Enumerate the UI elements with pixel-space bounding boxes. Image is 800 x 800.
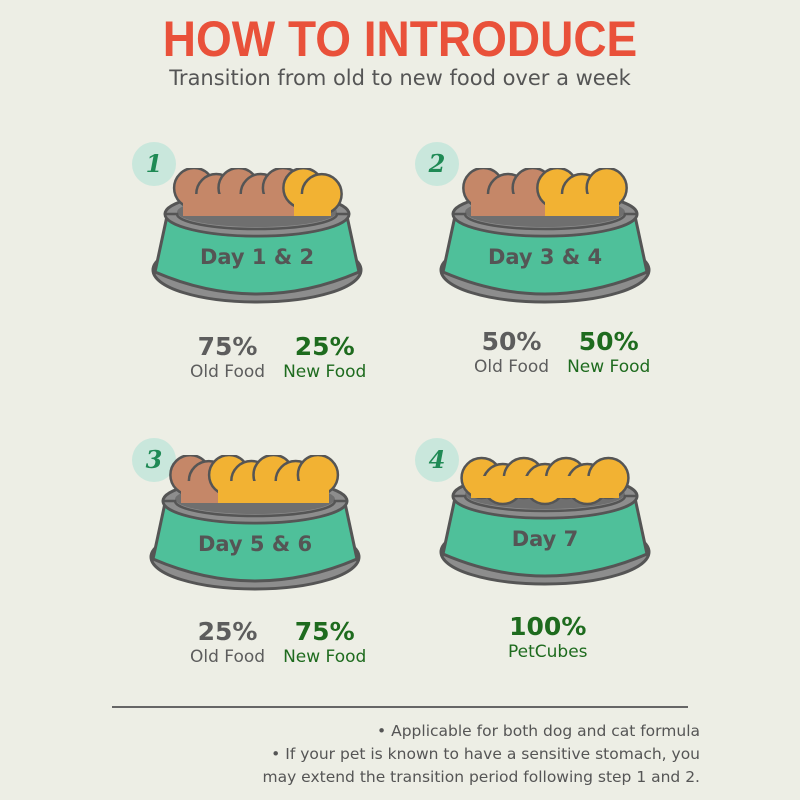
food-ratio: 50% Old Food 50% New Food [474, 328, 650, 378]
old-food-stat: 25% Old Food [190, 618, 265, 668]
step-number-badge: 1 [132, 142, 176, 186]
day-label: Day 1 & 2 [199, 245, 315, 269]
new-food-stat: 50% New Food [567, 328, 650, 378]
page-title: HOW TO INTRODUCE [162, 11, 638, 67]
food-bowl-icon [439, 456, 651, 586]
food-ratio: 75% Old Food 25% New Food [190, 333, 366, 383]
new-food [545, 194, 619, 216]
food-bowl-icon [151, 168, 363, 304]
new-food [294, 194, 331, 216]
bowl-body [441, 214, 649, 296]
percentage: 100% [509, 612, 587, 641]
food-label: PetCubes [508, 642, 588, 662]
old-food-stat: 50% Old Food [474, 328, 549, 378]
old-food-stat: 75% Old Food [190, 333, 265, 383]
percentage: 75% [294, 617, 355, 646]
percentage: 50% [578, 327, 639, 356]
food-label: Old Food [190, 647, 266, 667]
bowl-rim-front [451, 212, 639, 238]
notes: • Applicable for both dog and cat formul… [262, 720, 700, 789]
divider [112, 706, 688, 708]
food-bowl-icon [439, 168, 651, 304]
note-line: may extend the transition period followi… [262, 768, 700, 786]
food-ratio: 100% PetCubes [508, 613, 588, 663]
page-subtitle: Transition from old to new food over a w… [169, 66, 631, 90]
bowl-rim-front [163, 212, 351, 238]
new-food [471, 476, 619, 498]
step-number-badge: 4 [415, 438, 459, 482]
day-label: Day 5 & 6 [197, 532, 313, 556]
note-line: • If your pet is known to have a sensiti… [271, 745, 700, 763]
new-food [218, 481, 329, 503]
note-line: • Applicable for both dog and cat formul… [377, 722, 700, 740]
food-ratio: 25% Old Food 75% New Food [190, 618, 366, 668]
percentage: 25% [294, 332, 355, 361]
bowl-body [153, 214, 361, 296]
old-food [471, 194, 545, 216]
bowl-body [151, 501, 359, 583]
day-label: Day 7 [511, 527, 579, 551]
new-food-stat: 75% New Food [283, 618, 366, 668]
food-label: Old Food [190, 362, 266, 382]
bowl-rim-front [161, 499, 349, 525]
food-label: New Food [567, 357, 651, 377]
new-food-stat: 100% PetCubes [508, 613, 588, 663]
new-food-stat: 25% New Food [283, 333, 366, 383]
food-label: New Food [283, 362, 367, 382]
percentage: 50% [481, 327, 542, 356]
percentage: 25% [197, 617, 258, 646]
bowl-body [441, 496, 649, 578]
percentage: 75% [197, 332, 258, 361]
old-food [181, 481, 218, 503]
food-label: New Food [283, 647, 367, 667]
food-label: Old Food [474, 357, 550, 377]
step-number-badge: 3 [132, 438, 176, 482]
day-label: Day 3 & 4 [487, 245, 603, 269]
old-food [183, 194, 294, 216]
food-bowl-icon [149, 455, 361, 591]
bowl-rim-front [451, 494, 639, 520]
step-number-badge: 2 [415, 142, 459, 186]
